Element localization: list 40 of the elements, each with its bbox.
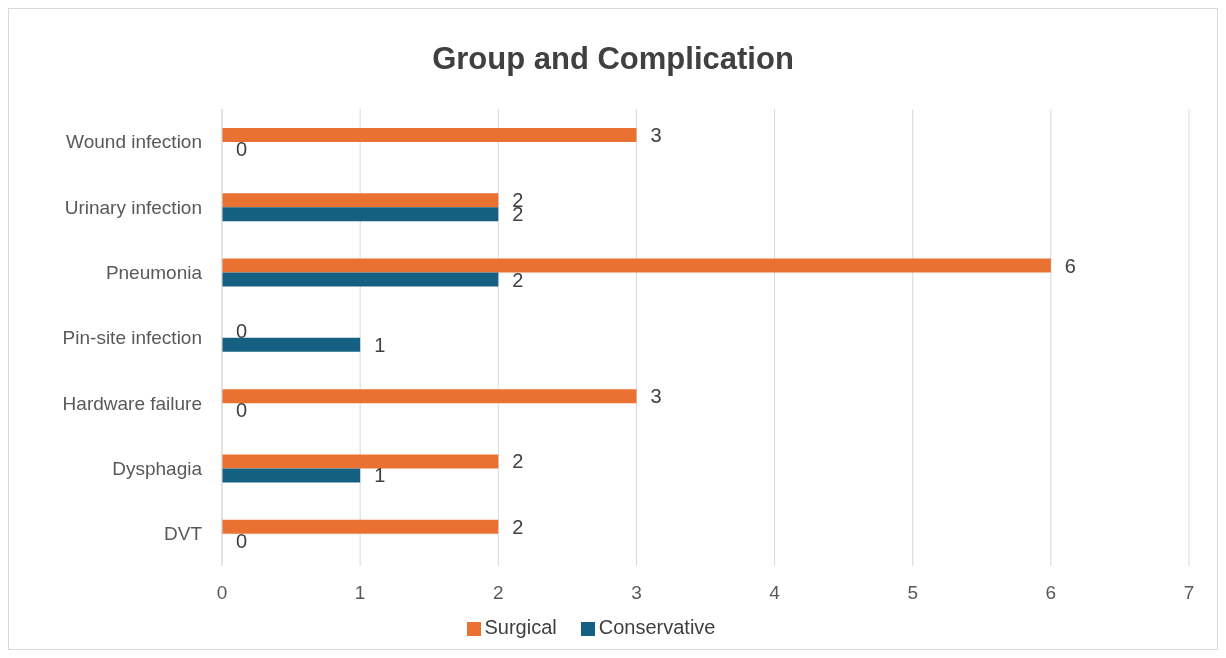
x-tick-label: 5 xyxy=(907,582,918,604)
x-tick-label: 1 xyxy=(354,582,366,604)
y-tick-label: Wound infection xyxy=(66,131,202,153)
y-tick-label: Urinary infection xyxy=(64,196,202,218)
legend-label: Surgical xyxy=(484,616,557,638)
y-tick-label: DVT xyxy=(164,523,203,545)
x-tick-label: 6 xyxy=(1045,582,1057,604)
data-label: 0 xyxy=(236,319,248,342)
y-tick-label: Dysphagia xyxy=(112,457,203,479)
data-label: 6 xyxy=(1064,254,1076,277)
bar xyxy=(222,193,499,208)
y-tick-label: Pneumonia xyxy=(105,261,203,283)
bar xyxy=(222,258,1051,273)
bar xyxy=(222,468,361,483)
bar xyxy=(222,272,499,287)
data-label: 2 xyxy=(512,450,524,473)
x-tick-label: 4 xyxy=(769,582,781,604)
x-tick-label: 7 xyxy=(1183,582,1195,604)
bar xyxy=(222,337,361,352)
x-tick-label: 3 xyxy=(631,582,642,604)
y-tick-label: Hardware failure xyxy=(62,392,202,414)
data-label: 3 xyxy=(650,385,662,408)
bar xyxy=(222,519,499,534)
y-tick-label: Pin-site infection xyxy=(62,327,202,349)
bar xyxy=(222,454,499,469)
data-label: 3 xyxy=(650,124,662,146)
data-label: 0 xyxy=(236,399,248,422)
x-tick-label: 2 xyxy=(493,582,504,604)
bar xyxy=(222,128,637,142)
x-tick-label: 0 xyxy=(216,582,228,604)
data-label: 1 xyxy=(374,333,386,356)
data-label: 0 xyxy=(236,529,248,552)
legend-label: Conservative xyxy=(598,616,716,638)
data-label: 1 xyxy=(374,464,386,487)
data-label: 0 xyxy=(236,138,248,160)
bar xyxy=(222,207,499,222)
data-label: 2 xyxy=(512,268,524,291)
data-label: 2 xyxy=(512,515,524,538)
bar xyxy=(222,389,637,404)
chart-title: Group and Complication xyxy=(431,40,795,78)
